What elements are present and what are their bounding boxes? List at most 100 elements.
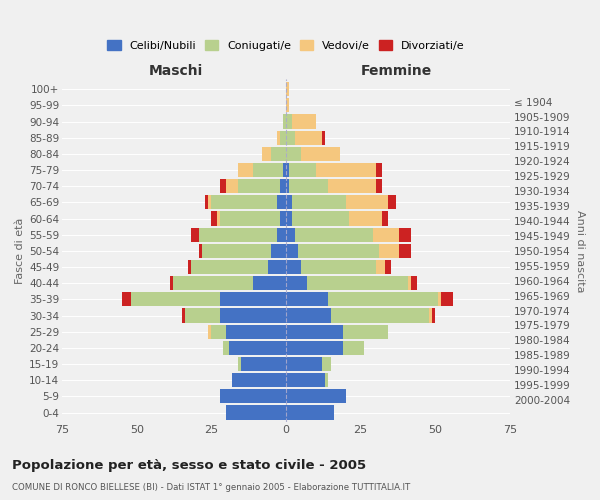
Bar bbox=[238, 163, 253, 177]
Bar bbox=[217, 212, 220, 226]
Bar bbox=[208, 324, 211, 339]
Bar bbox=[202, 244, 271, 258]
Bar bbox=[286, 389, 346, 404]
Bar bbox=[286, 228, 295, 242]
Bar bbox=[286, 195, 292, 210]
Bar bbox=[289, 179, 328, 194]
Bar bbox=[271, 244, 286, 258]
Bar bbox=[173, 276, 253, 290]
Bar bbox=[412, 276, 418, 290]
Bar bbox=[382, 212, 388, 226]
Bar bbox=[199, 244, 202, 258]
Bar bbox=[122, 292, 131, 306]
Bar bbox=[286, 308, 331, 322]
Bar bbox=[170, 276, 173, 290]
Bar bbox=[223, 340, 229, 355]
Bar bbox=[400, 228, 412, 242]
Bar bbox=[229, 340, 286, 355]
Bar bbox=[430, 308, 433, 322]
Bar bbox=[286, 244, 298, 258]
Bar bbox=[277, 195, 286, 210]
Bar bbox=[316, 163, 376, 177]
Bar bbox=[286, 406, 334, 419]
Bar bbox=[322, 130, 325, 145]
Bar bbox=[191, 228, 199, 242]
Legend: Celibi/Nubili, Coniugati/e, Vedovi/e, Divorziati/e: Celibi/Nubili, Coniugati/e, Vedovi/e, Di… bbox=[107, 40, 465, 51]
Bar bbox=[286, 373, 325, 388]
Bar bbox=[286, 114, 292, 128]
Bar bbox=[295, 130, 322, 145]
Bar bbox=[433, 308, 435, 322]
Bar bbox=[280, 130, 286, 145]
Bar bbox=[253, 163, 283, 177]
Bar bbox=[286, 98, 289, 112]
Bar bbox=[343, 340, 364, 355]
Bar bbox=[289, 163, 316, 177]
Bar bbox=[185, 308, 220, 322]
Bar bbox=[220, 292, 286, 306]
Bar bbox=[199, 228, 277, 242]
Bar bbox=[292, 195, 346, 210]
Bar bbox=[220, 389, 286, 404]
Bar bbox=[388, 195, 397, 210]
Bar bbox=[277, 130, 280, 145]
Bar bbox=[409, 276, 412, 290]
Bar bbox=[343, 324, 388, 339]
Bar bbox=[328, 179, 376, 194]
Bar bbox=[441, 292, 453, 306]
Bar bbox=[188, 260, 191, 274]
Bar bbox=[376, 260, 385, 274]
Bar bbox=[205, 195, 208, 210]
Y-axis label: Anni di nascita: Anni di nascita bbox=[575, 210, 585, 292]
Bar bbox=[211, 212, 217, 226]
Bar bbox=[376, 163, 382, 177]
Bar bbox=[253, 276, 286, 290]
Bar bbox=[283, 163, 286, 177]
Bar bbox=[280, 212, 286, 226]
Bar bbox=[277, 228, 286, 242]
Bar bbox=[232, 373, 286, 388]
Bar bbox=[286, 163, 289, 177]
Bar bbox=[286, 357, 322, 371]
Bar bbox=[262, 146, 271, 161]
Bar bbox=[349, 212, 382, 226]
Bar bbox=[301, 146, 340, 161]
Bar bbox=[182, 308, 185, 322]
Bar bbox=[226, 406, 286, 419]
Bar bbox=[379, 244, 400, 258]
Bar bbox=[322, 357, 331, 371]
Bar bbox=[286, 82, 289, 96]
Bar bbox=[400, 244, 412, 258]
Text: COMUNE DI RONCO BIELLESE (BI) - Dati ISTAT 1° gennaio 2005 - Elaborazione TUTTIT: COMUNE DI RONCO BIELLESE (BI) - Dati IST… bbox=[12, 484, 410, 492]
Bar bbox=[373, 228, 400, 242]
Bar bbox=[295, 228, 373, 242]
Bar bbox=[238, 357, 241, 371]
Bar bbox=[268, 260, 286, 274]
Bar bbox=[286, 179, 289, 194]
Bar bbox=[286, 130, 295, 145]
Bar bbox=[385, 260, 391, 274]
Bar bbox=[271, 146, 286, 161]
Bar bbox=[286, 260, 301, 274]
Bar bbox=[286, 324, 343, 339]
Bar bbox=[331, 308, 430, 322]
Bar bbox=[211, 324, 226, 339]
Bar bbox=[191, 260, 268, 274]
Bar bbox=[286, 340, 343, 355]
Bar bbox=[376, 179, 382, 194]
Bar bbox=[226, 324, 286, 339]
Bar bbox=[301, 260, 376, 274]
Bar bbox=[292, 114, 316, 128]
Bar bbox=[280, 179, 286, 194]
Bar bbox=[226, 179, 238, 194]
Bar bbox=[286, 212, 292, 226]
Text: Maschi: Maschi bbox=[148, 64, 203, 78]
Bar bbox=[325, 373, 328, 388]
Bar bbox=[438, 292, 441, 306]
Bar bbox=[286, 292, 328, 306]
Bar bbox=[307, 276, 409, 290]
Bar bbox=[328, 292, 438, 306]
Y-axis label: Fasce di età: Fasce di età bbox=[15, 218, 25, 284]
Bar bbox=[286, 146, 301, 161]
Bar bbox=[298, 244, 379, 258]
